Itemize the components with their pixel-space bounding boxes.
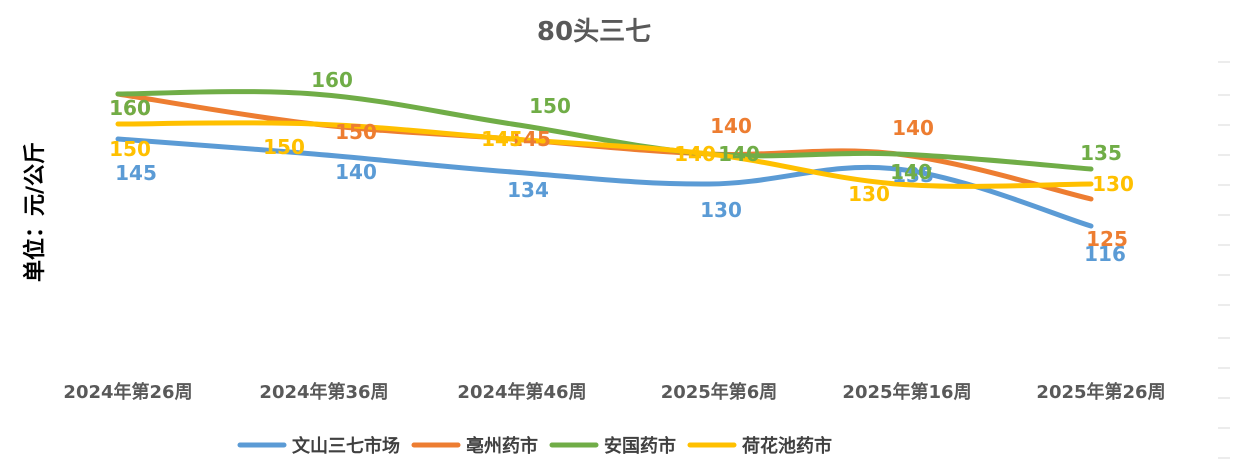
data-label-hehuachi: 140 <box>674 142 716 166</box>
data-label-bozhou: 125 <box>1086 227 1128 251</box>
legend-label: 亳州药市 <box>466 435 538 457</box>
data-label-wenshan: 134 <box>507 178 549 202</box>
data-label-bozhou: 140 <box>892 116 934 140</box>
x-tick-label: 2024年第36周 <box>259 381 388 403</box>
data-label-wenshan: 135 <box>892 163 934 187</box>
x-tick-label: 2024年第46周 <box>457 381 586 403</box>
legend-label: 荷花池药市 <box>742 435 832 457</box>
data-label-hehuachi: 130 <box>1092 172 1134 196</box>
data-label-wenshan: 140 <box>335 160 377 184</box>
data-label-wenshan: 130 <box>700 198 742 222</box>
data-label-anguo: 135 <box>1080 141 1122 165</box>
data-label-hehuachi: 150 <box>263 135 305 159</box>
legend-label: 安国药市 <box>604 435 676 457</box>
series-line-wenshan <box>115 136 1094 229</box>
legend-label: 文山三七市场 <box>292 435 400 457</box>
series-lines <box>115 89 1094 229</box>
data-label-anguo: 160 <box>109 96 151 120</box>
data-label-bozhou: 140 <box>710 114 752 138</box>
chart-title: 80头三七 <box>537 17 651 47</box>
data-label-bozhou: 145 <box>509 127 551 151</box>
data-label-anguo: 150 <box>529 94 571 118</box>
x-tick-label: 2025年第6周 <box>661 381 778 403</box>
legend-item-anguo: 安国药市 <box>549 435 676 457</box>
data-label-hehuachi: 150 <box>109 137 151 161</box>
legend-item-hehuachi: 荷花池药市 <box>687 435 832 457</box>
data-label-bozhou: 150 <box>335 120 377 144</box>
right-edge-ticks <box>1218 61 1230 459</box>
data-label-hehuachi: 130 <box>848 182 890 206</box>
x-tick-label: 2025年第16周 <box>842 381 971 403</box>
legend-item-wenshan: 文山三七市场 <box>237 435 400 457</box>
data-label-anguo: 140 <box>890 160 932 184</box>
series-line-anguo <box>115 89 1094 172</box>
legend-item-bozhou: 亳州药市 <box>411 435 538 457</box>
data-label-bozhou: 160 <box>109 96 151 120</box>
y-axis-label: 单位：元/公斤 <box>22 142 48 282</box>
data-label-anguo: 140 <box>718 142 760 166</box>
x-axis-ticks: 2024年第26周 2024年第36周 2024年第46周 2025年第6周 2025年… <box>63 381 1165 403</box>
data-label-hehuachi: 145 <box>481 127 523 151</box>
legend: 文山三七市场 亳州药市 安国药市 荷花池药市 <box>237 435 832 457</box>
x-tick-label: 2024年第26周 <box>63 381 192 403</box>
data-label-anguo: 160 <box>311 68 353 92</box>
x-tick-label: 2025年第26周 <box>1036 381 1165 403</box>
data-label-wenshan: 116 <box>1084 242 1126 266</box>
data-label-wenshan: 145 <box>115 161 157 185</box>
series-line-hehuachi <box>115 120 1094 189</box>
